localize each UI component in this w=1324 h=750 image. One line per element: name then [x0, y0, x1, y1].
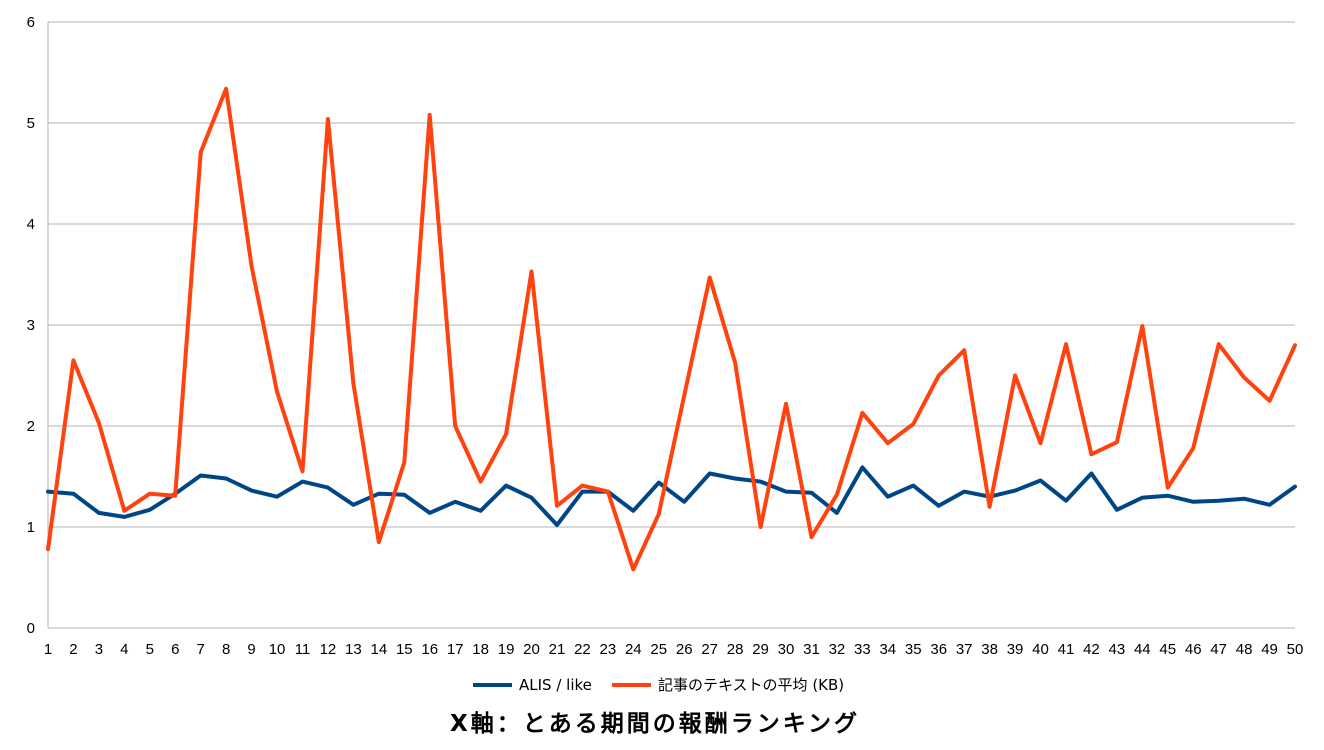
x-tick-label: 32: [829, 641, 846, 658]
x-tick-label: 24: [625, 641, 642, 658]
x-tick-label: 21: [549, 641, 566, 658]
x-tick-label: 23: [600, 641, 617, 658]
x-tick-label: 27: [701, 641, 718, 658]
legend: ALIS / like 記事のテキストの平均 (KB): [473, 676, 844, 694]
x-tick-label: 37: [956, 641, 973, 658]
y-tick-label: 4: [27, 216, 35, 233]
x-tick-label: 38: [981, 641, 998, 658]
x-tick-label: 1: [44, 641, 52, 658]
x-tick-label: 15: [396, 641, 413, 658]
x-tick-label: 12: [320, 641, 337, 658]
legend-label-1: ALIS / like: [519, 676, 592, 694]
x-tick-label: 47: [1210, 641, 1227, 658]
x-tick-label: 43: [1109, 641, 1126, 658]
x-tick-label: 9: [247, 641, 255, 658]
x-tick-label: 39: [1007, 641, 1024, 658]
x-tick-label: 29: [752, 641, 769, 658]
x-tick-label: 49: [1261, 641, 1278, 658]
x-tick-label: 2: [69, 641, 77, 658]
y-tick-label: 1: [27, 519, 35, 536]
x-tick-label: 26: [676, 641, 693, 658]
x-tick-label: 25: [650, 641, 667, 658]
x-tick-label: 45: [1159, 641, 1176, 658]
x-tick-label: 22: [574, 641, 591, 658]
y-tick-label: 5: [27, 115, 35, 132]
x-tick-label: 35: [905, 641, 922, 658]
x-tick-label: 42: [1083, 641, 1100, 658]
series-line-2: [46, 86, 1297, 572]
x-tick-label: 40: [1032, 641, 1049, 658]
x-axis-label: X軸：とある期間の報酬ランキング: [449, 711, 861, 737]
x-tick-label: 28: [727, 641, 744, 658]
x-tick-label: 33: [854, 641, 871, 658]
y-tick-label: 6: [27, 14, 35, 31]
x-tick-label: 6: [171, 641, 179, 658]
series-lines: [46, 86, 1297, 572]
y-tick-label: 0: [27, 620, 35, 637]
x-tick-label: 13: [345, 641, 362, 658]
x-tick-label: 16: [421, 641, 438, 658]
x-tick-label: 10: [269, 641, 286, 658]
x-tick-label: 46: [1185, 641, 1202, 658]
x-tick-label: 41: [1058, 641, 1075, 658]
x-tick-label: 36: [930, 641, 947, 658]
x-tick-label: 30: [778, 641, 795, 658]
x-tick-label: 48: [1236, 641, 1253, 658]
x-tick-label: 14: [370, 641, 387, 658]
x-tick-label: 5: [146, 641, 154, 658]
x-tick-label: 11: [295, 641, 311, 658]
x-tick-labels: 1 2 3 4 5 6 7 8 9 10 11 12 13 14 15 16 17 18 19 20 21 22 23 24 2…: [44, 641, 1304, 658]
x-tick-label: 18: [472, 641, 489, 658]
gridlines: [48, 21, 1295, 629]
x-tick-label: 50: [1287, 641, 1304, 658]
y-tick-label: 3: [27, 317, 35, 334]
x-tick-label: 17: [447, 641, 464, 658]
x-tick-label: 44: [1134, 641, 1151, 658]
x-tick-label: 8: [222, 641, 230, 658]
x-tick-label: 19: [498, 641, 515, 658]
x-tick-label: 31: [803, 641, 820, 658]
series-line-1: [46, 465, 1297, 527]
legend-label-2: 記事のテキストの平均 (KB): [658, 676, 844, 694]
y-tick-label: 2: [27, 418, 35, 435]
x-tick-label: 20: [523, 641, 540, 658]
x-tick-label: 3: [95, 641, 103, 658]
x-tick-label: 7: [197, 641, 205, 658]
x-tick-label: 4: [120, 641, 128, 658]
y-tick-labels: 0 1 2 3 4 5 6: [27, 14, 35, 637]
x-tick-label: 34: [879, 641, 896, 658]
